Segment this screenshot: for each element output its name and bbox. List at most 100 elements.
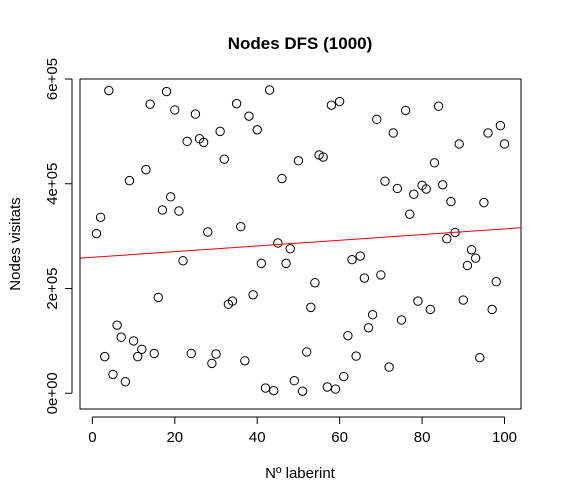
data-point — [475, 352, 485, 363]
data-point — [372, 114, 382, 125]
data-point — [203, 227, 213, 237]
trend-line — [79, 227, 522, 259]
y-tick-label: 4e+05 — [44, 163, 61, 205]
data-point — [269, 385, 279, 396]
data-point — [466, 245, 477, 255]
y-tick-label: 2e+05 — [44, 267, 61, 309]
data-point — [108, 369, 118, 380]
data-point — [318, 152, 328, 162]
data-point — [207, 358, 217, 369]
data-point — [95, 212, 106, 222]
data-point — [355, 251, 365, 261]
data-point — [240, 356, 250, 366]
data-point — [487, 304, 497, 315]
data-point — [458, 295, 468, 305]
data-points — [91, 85, 510, 396]
data-point — [400, 105, 411, 116]
y-axis-title: Nodes visitats — [7, 197, 24, 290]
data-point — [334, 96, 345, 107]
data-point — [91, 228, 102, 239]
data-point — [396, 315, 407, 325]
data-point — [297, 386, 308, 396]
data-point — [170, 105, 180, 115]
data-point — [421, 184, 431, 194]
data-point — [277, 173, 287, 184]
data-point — [491, 277, 501, 287]
data-point — [165, 192, 176, 202]
x-tick-label: 0 — [88, 429, 96, 446]
x-tick-label: 40 — [249, 429, 266, 446]
data-point — [215, 126, 225, 137]
data-point — [367, 310, 378, 320]
data-point — [145, 99, 155, 109]
data-point — [153, 292, 164, 303]
x-tick-label: 20 — [166, 429, 183, 446]
chart-title: Nodes DFS (1000) — [228, 34, 373, 53]
data-point — [384, 362, 394, 372]
data-point — [120, 377, 131, 387]
data-point — [104, 85, 114, 96]
data-point — [174, 206, 184, 216]
data-point — [137, 344, 147, 354]
data-point — [479, 197, 489, 208]
data-point — [124, 175, 135, 186]
data-point — [330, 384, 341, 394]
x-tick-label: 80 — [414, 429, 431, 446]
data-point — [285, 244, 295, 254]
data-point — [149, 348, 159, 359]
data-point — [186, 348, 196, 359]
data-point — [256, 258, 267, 269]
data-point — [128, 336, 139, 346]
data-point — [351, 351, 361, 361]
data-point — [425, 304, 436, 315]
data-point — [433, 101, 444, 111]
data-point — [359, 273, 370, 283]
data-point — [244, 111, 254, 121]
plot-frame — [79, 78, 522, 410]
x-axis: 0 20 40 60 80 100 — [88, 416, 517, 446]
data-point — [112, 320, 122, 330]
x-axis-title: Nº laberint — [265, 465, 336, 482]
data-point — [322, 382, 332, 392]
data-point — [227, 296, 238, 306]
data-point — [133, 351, 143, 362]
data-point — [442, 234, 452, 244]
data-point — [161, 86, 172, 97]
data-point — [198, 137, 209, 148]
data-point — [100, 351, 110, 362]
y-tick-label: 0e+00 — [44, 372, 61, 414]
x-tick-label: 60 — [331, 429, 348, 446]
data-point — [236, 222, 246, 232]
data-point — [495, 120, 506, 131]
data-point — [388, 128, 398, 138]
data-point — [462, 260, 473, 271]
y-axis: 0e+00 2e+05 4e+05 6e+05 — [44, 58, 73, 414]
data-point — [310, 278, 320, 288]
data-point — [380, 176, 390, 186]
data-point — [264, 85, 275, 95]
data-point — [306, 302, 316, 313]
data-point — [281, 258, 291, 269]
data-point — [429, 158, 440, 168]
x-tick-label: 100 — [492, 429, 517, 446]
data-point — [437, 180, 448, 190]
data-point — [446, 196, 456, 207]
data-point — [454, 139, 464, 149]
data-point — [273, 238, 283, 248]
data-point — [499, 139, 510, 149]
data-point — [252, 125, 262, 135]
data-point — [343, 330, 353, 341]
data-point — [211, 349, 221, 359]
data-point — [376, 270, 386, 280]
data-point — [483, 128, 493, 138]
data-point — [178, 256, 188, 266]
data-point — [293, 156, 304, 166]
data-point — [409, 189, 419, 199]
data-point — [248, 290, 258, 300]
y-tick-label: 6e+05 — [44, 58, 61, 100]
data-point — [347, 255, 357, 265]
data-point — [301, 347, 312, 357]
data-point — [289, 376, 300, 386]
data-point — [182, 136, 192, 147]
